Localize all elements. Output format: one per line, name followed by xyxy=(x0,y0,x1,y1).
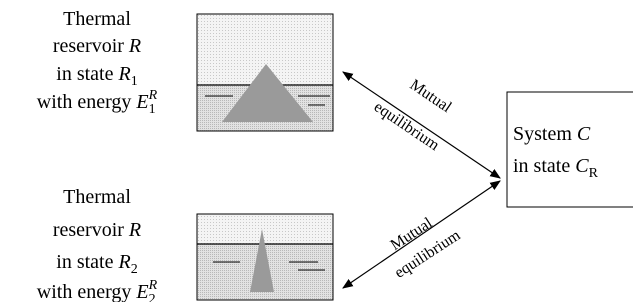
reservoir-1-box xyxy=(197,14,333,131)
label-text: in state xyxy=(513,155,575,177)
math-symbol: E xyxy=(135,91,148,113)
label-line: with energy E1R xyxy=(37,88,158,117)
diagram: Mutual equilibrium Mutual equilibrium Th… xyxy=(0,0,633,302)
label-line: with energy E2R xyxy=(37,278,158,302)
math-symbol: R xyxy=(128,35,141,57)
math-symbol: R xyxy=(118,63,131,85)
subscript: 2 xyxy=(131,262,138,277)
label-text: reservoir xyxy=(53,35,129,57)
label-line: in state R1 xyxy=(56,63,137,89)
reservoir-2-box xyxy=(197,214,333,300)
subscript: 2 xyxy=(149,292,156,302)
math-symbol: C xyxy=(575,155,589,177)
label-text: with energy xyxy=(37,281,137,302)
label-line: reservoir R xyxy=(53,219,141,241)
math-symbol: R xyxy=(128,219,141,241)
subscript: 1 xyxy=(131,74,138,89)
label-line: reservoir R xyxy=(53,35,141,57)
math-symbol: E xyxy=(135,281,148,302)
superscript: R xyxy=(148,278,158,293)
subscript: R xyxy=(589,166,599,181)
math-symbol: C xyxy=(577,123,591,145)
label-text: Thermal xyxy=(63,186,131,208)
math-symbol: R xyxy=(118,251,131,273)
arrow-label: Mutual xyxy=(407,76,455,116)
label-line: System C xyxy=(513,123,591,145)
label-text: with energy xyxy=(37,91,137,113)
system-box xyxy=(507,92,633,207)
label-text: in state xyxy=(56,63,118,85)
subscript: 1 xyxy=(149,102,156,117)
label-line: Thermal xyxy=(63,186,131,208)
label-text: in state xyxy=(56,251,118,273)
label-text: System xyxy=(513,123,577,145)
label-text: reservoir xyxy=(53,219,129,241)
superscript: R xyxy=(148,88,158,103)
label-line: in state R2 xyxy=(56,251,137,277)
label-line: Thermal xyxy=(63,8,131,30)
label-text: Thermal xyxy=(63,8,131,30)
